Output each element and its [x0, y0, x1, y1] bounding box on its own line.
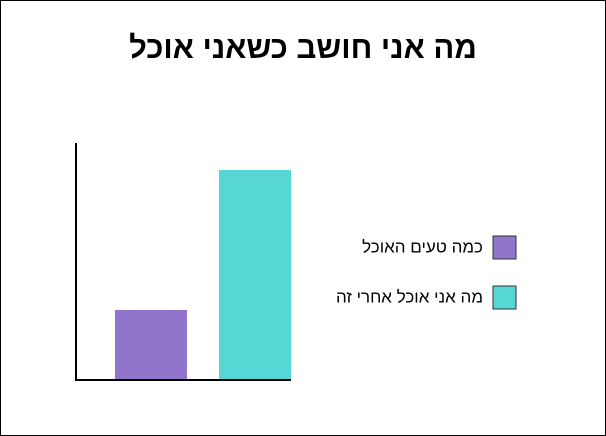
legend-swatch: [492, 235, 517, 260]
bar: [115, 310, 187, 380]
legend-label: מה אני אוכל אחרי זה: [336, 287, 483, 306]
chart-title: מה אני חושב כשאני אוכל: [129, 30, 477, 65]
legend-swatch: [492, 285, 517, 310]
bar: [219, 170, 291, 380]
legend-label: כמה טעים האוכל: [362, 237, 483, 256]
